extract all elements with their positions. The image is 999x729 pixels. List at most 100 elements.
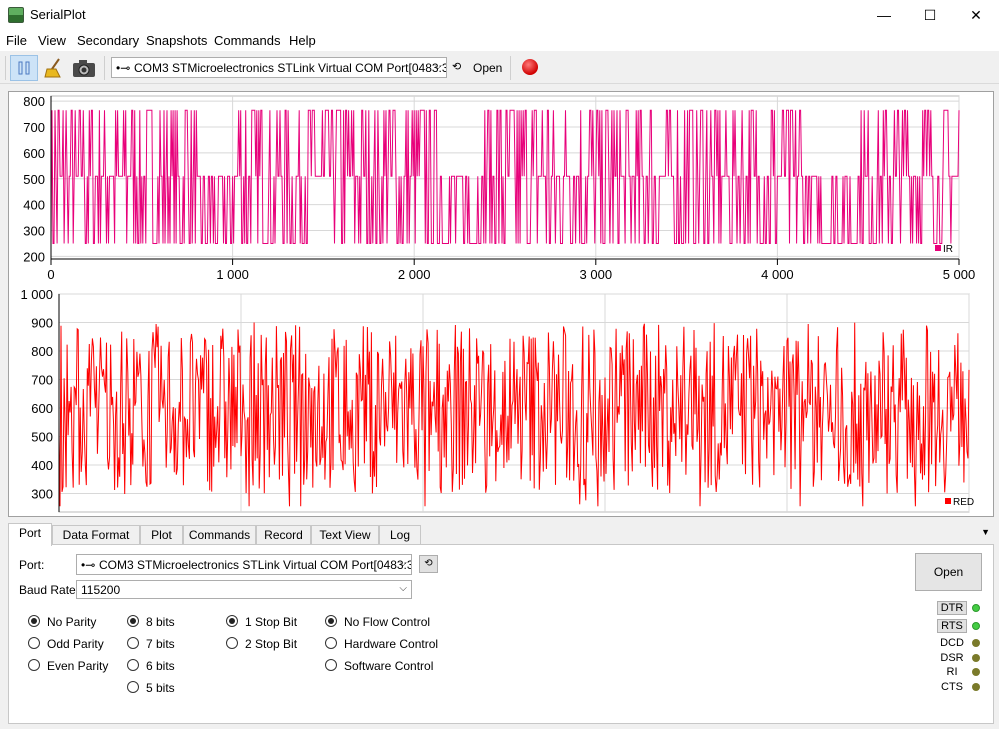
x-tick-label: 2 000 — [398, 267, 431, 282]
y-tick-label: 700 — [31, 372, 53, 387]
y-tick-label: 500 — [31, 429, 53, 444]
x-tick-label: 1 000 — [216, 267, 249, 282]
7-bits-radio[interactable] — [127, 637, 139, 649]
port-combo-value: COM3 STMicroelectronics STLink Virtual C… — [99, 558, 412, 572]
x-tick-label: 4 000 — [761, 267, 794, 282]
port-combo[interactable]: •⊸ COM3 STMicroelectronics STLink Virtua… — [76, 554, 412, 575]
clear-button[interactable] — [40, 55, 68, 81]
even-parity-label: Even Parity — [47, 659, 109, 673]
usb-icon: •⊸ — [81, 558, 96, 572]
y-tick-label: 400 — [23, 198, 45, 213]
chevron-down-icon: ⌵ — [399, 558, 407, 569]
record-button[interactable] — [522, 59, 538, 75]
tab-data-format[interactable]: Data Format — [52, 525, 140, 545]
software-control-radio[interactable] — [325, 659, 337, 671]
y-tick-label: 1 000 — [20, 287, 53, 302]
no-flow-control-label: No Flow Control — [344, 615, 431, 629]
6-bits-radio[interactable] — [127, 659, 139, 671]
legend-label: RED — [953, 497, 974, 508]
toolbar-open-button[interactable]: Open — [473, 61, 503, 75]
5-bits-radio[interactable] — [127, 681, 139, 693]
menu-snapshots[interactable]: Snapshots — [146, 33, 208, 48]
toolbar-grip — [5, 56, 6, 80]
odd-parity-label: Odd Parity — [47, 637, 104, 651]
y-tick-label: 700 — [23, 120, 45, 135]
port-select[interactable]: •⊸ COM3 STMicroelectronics STLink Virtua… — [111, 57, 447, 78]
toolbar-separator — [104, 56, 105, 80]
menu-secondary[interactable]: Secondary — [77, 33, 140, 48]
series-line-ir — [50, 109, 960, 244]
pause-icon — [18, 61, 30, 75]
minimize-button[interactable]: — — [877, 7, 891, 23]
menu-bar: File View Secondary Snapshots Commands H… — [0, 30, 999, 51]
8-bits-label: 8 bits — [146, 615, 175, 629]
chevron-down-icon: ⌵ — [434, 61, 442, 72]
baud-value: 115200 — [81, 583, 121, 597]
software-control-label: Software Control — [344, 659, 434, 673]
legend-swatch — [945, 498, 951, 504]
window-title: SerialPlot — [30, 7, 86, 22]
maximize-button[interactable]: ☐ — [923, 6, 937, 23]
x-tick-label: 0 — [47, 267, 54, 282]
title-bar: SerialPlot — ☐ ✕ — [0, 0, 999, 30]
even-parity-radio[interactable] — [28, 659, 40, 671]
y-tick-label: 300 — [23, 224, 45, 239]
7-bits-label: 7 bits — [146, 637, 175, 651]
tab-bar: Port Data Format Plot Commands Record Te… — [8, 523, 994, 546]
no-flow-control-radio[interactable] — [325, 615, 337, 627]
toolbar-separator — [510, 56, 511, 80]
close-button[interactable]: ✕ — [970, 6, 982, 23]
dsr-led — [972, 654, 980, 662]
1-stop-bit-radio[interactable] — [226, 615, 238, 627]
menu-commands[interactable]: Commands — [214, 33, 281, 48]
toolbar: •⊸ COM3 STMicroelectronics STLink Virtua… — [0, 52, 999, 84]
menu-file[interactable]: File — [6, 33, 27, 48]
port-panel: Port: •⊸ COM3 STMicroelectronics STLink … — [8, 544, 994, 724]
refresh-button[interactable]: ⟲ — [419, 555, 438, 573]
odd-parity-radio[interactable] — [28, 637, 40, 649]
y-tick-label: 500 — [23, 172, 45, 187]
x-tick-label: 3 000 — [580, 267, 613, 282]
y-tick-label: 600 — [23, 146, 45, 161]
y-tick-label: 800 — [31, 344, 53, 359]
tab-commands[interactable]: Commands — [183, 525, 256, 545]
y-tick-label: 200 — [23, 249, 45, 264]
tab-record[interactable]: Record — [256, 525, 311, 545]
ri-led — [972, 668, 980, 676]
cts-led — [972, 683, 980, 691]
tab-log[interactable]: Log — [379, 525, 421, 545]
no-parity-radio[interactable] — [28, 615, 40, 627]
2-stop-bit-label: 2 Stop Bit — [245, 637, 298, 651]
pause-button[interactable] — [10, 55, 38, 81]
usb-icon: •⊸ — [116, 61, 131, 75]
x-tick-label: 5 000 — [943, 267, 976, 282]
port-label: Port: — [19, 558, 45, 572]
panel-menu-arrow-icon[interactable]: ▼ — [981, 527, 990, 537]
port-select-value: COM3 STMicroelectronics STLink Virtual C… — [134, 61, 447, 75]
ri-label: RI — [946, 666, 958, 678]
tab-text-view[interactable]: Text View — [311, 525, 379, 545]
hardware-control-radio[interactable] — [325, 637, 337, 649]
menu-view[interactable]: View — [38, 33, 66, 48]
dtr-button[interactable]: DTR — [937, 601, 967, 615]
broom-icon — [44, 58, 61, 78]
1-stop-bit-label: 1 Stop Bit — [245, 615, 298, 629]
refresh-ports-button[interactable]: ⟲ — [452, 61, 462, 73]
y-tick-label: 800 — [23, 94, 45, 109]
baud-combo[interactable]: 115200 ⌵ — [76, 580, 412, 599]
tab-port[interactable]: Port — [8, 523, 52, 546]
dcd-led — [972, 639, 980, 647]
legend-label: IR — [943, 244, 953, 255]
tab-plot[interactable]: Plot — [140, 525, 183, 545]
snapshot-button[interactable] — [70, 55, 98, 81]
rts-button[interactable]: RTS — [937, 619, 967, 633]
y-tick-label: 600 — [31, 401, 53, 416]
5-bits-label: 5 bits — [146, 681, 175, 695]
baud-label: Baud Rate: — [19, 583, 80, 597]
plots-svg: 200 300 400 500 600 700 800 IR 0 1 000 2 000 3 000 4… — [20, 94, 976, 513]
menu-help[interactable]: Help — [289, 33, 316, 48]
8-bits-radio[interactable] — [127, 615, 139, 627]
app-icon — [8, 7, 24, 23]
2-stop-bit-radio[interactable] — [226, 637, 238, 649]
port-open-button[interactable]: Open — [915, 553, 982, 591]
